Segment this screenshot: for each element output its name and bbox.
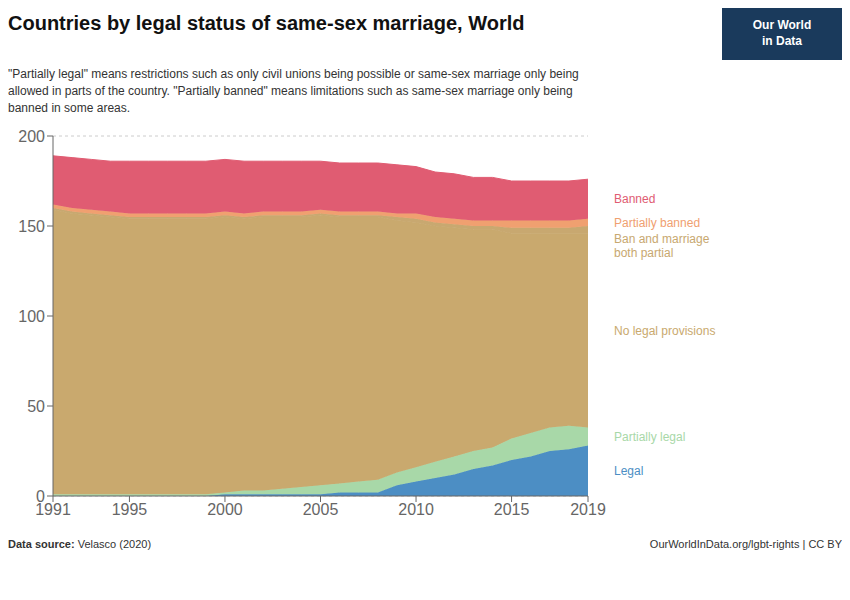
- svg-text:1995: 1995: [112, 502, 148, 519]
- html-text:Data source: Velasco (2020): Data source: Velasco (2020): [8, 538, 152, 551]
- svg-text:0: 0: [36, 488, 45, 505]
- html-text:Partially banned: Partially banned: [614, 215, 701, 230]
- svg-text:150: 150: [18, 218, 45, 235]
- html-text:No legal provisions: No legal provisions: [614, 323, 716, 338]
- svg-text:50: 50: [27, 398, 45, 415]
- svg-text:2015: 2015: [494, 502, 530, 519]
- svg-text:2005: 2005: [303, 502, 339, 519]
- html-text:Banned: Banned: [614, 192, 656, 207]
- html-text:Partially legal: Partially legal: [614, 430, 686, 444]
- svg-text:2000: 2000: [207, 502, 243, 519]
- html-text:Countries by legal status of s: Countries by legal status of same-sex ma…: [8, 12, 525, 34]
- html-text:"Partially legal" means restri: "Partially legal" means restrictions suc…: [8, 67, 579, 115]
- svg-text:2010: 2010: [398, 502, 434, 519]
- svg-text:1991: 1991: [35, 501, 71, 519]
- svg-text:100: 100: [18, 308, 45, 325]
- html-text:Ban and marriage both partial: Ban and marriage both partial: [614, 231, 710, 260]
- svg-text:200: 200: [18, 128, 45, 145]
- html-text:OurWorldInData.org/lgbt-rights: OurWorldInData.org/lgbt-rights | CC BY: [649, 538, 842, 551]
- svg-text:2019: 2019: [570, 502, 606, 519]
- html-text:Our World in Data: Our World in Data: [752, 18, 812, 48]
- html-text:Legal: Legal: [614, 464, 644, 479]
